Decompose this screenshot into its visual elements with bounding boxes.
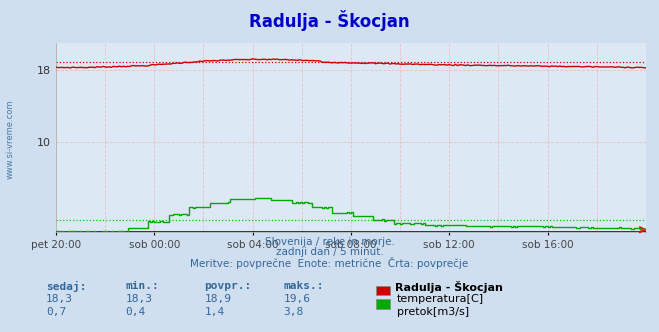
Text: sedaj:: sedaj: [46, 281, 86, 291]
Text: pretok[m3/s]: pretok[m3/s] [397, 307, 469, 317]
Text: 18,3: 18,3 [125, 294, 152, 304]
Text: Radulja - Škocjan: Radulja - Škocjan [395, 281, 503, 292]
Text: 0,4: 0,4 [125, 307, 146, 317]
Text: www.si-vreme.com: www.si-vreme.com [5, 100, 14, 179]
Text: maks.:: maks.: [283, 281, 324, 290]
Text: Radulja - Škocjan: Radulja - Škocjan [249, 10, 410, 31]
Text: zadnji dan / 5 minut.: zadnji dan / 5 minut. [275, 247, 384, 257]
Text: 18,3: 18,3 [46, 294, 73, 304]
Text: min.:: min.: [125, 281, 159, 290]
Text: 3,8: 3,8 [283, 307, 304, 317]
Text: 1,4: 1,4 [204, 307, 225, 317]
Text: 18,9: 18,9 [204, 294, 231, 304]
Text: 19,6: 19,6 [283, 294, 310, 304]
Text: Slovenija / reke in morje.: Slovenija / reke in morje. [264, 237, 395, 247]
Text: Meritve: povprečne  Enote: metrične  Črta: povprečje: Meritve: povprečne Enote: metrične Črta:… [190, 257, 469, 269]
Text: 0,7: 0,7 [46, 307, 67, 317]
Text: povpr.:: povpr.: [204, 281, 252, 290]
Text: temperatura[C]: temperatura[C] [397, 294, 484, 304]
